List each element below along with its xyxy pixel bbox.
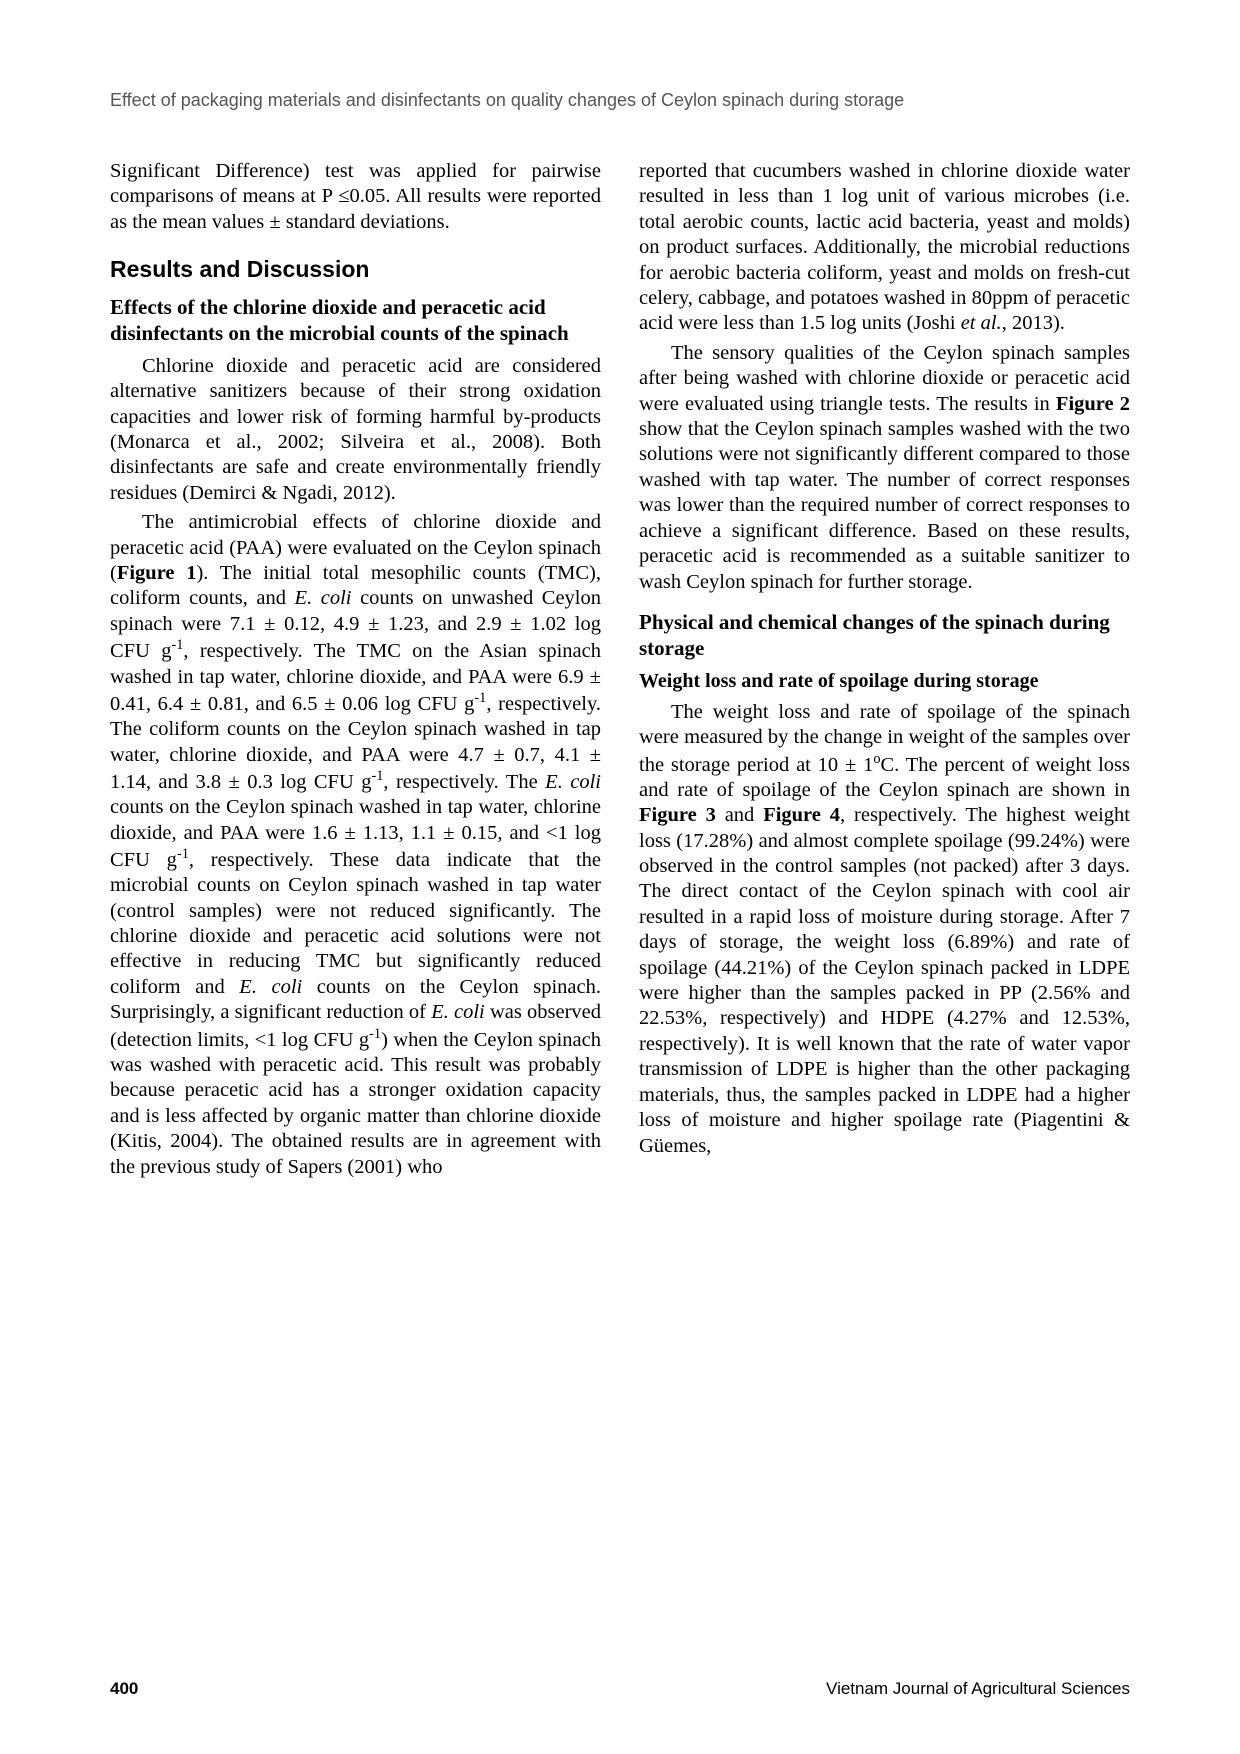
left-column: Significant Difference) test was applied…	[110, 159, 601, 1184]
subsection-heading: Effects of the chlorine dioxide and pera…	[110, 294, 601, 346]
running-header: Effect of packaging materials and disinf…	[110, 90, 1130, 111]
page-number: 400	[110, 1679, 138, 1699]
journal-name: Vietnam Journal of Agricultural Sciences	[826, 1679, 1130, 1699]
paragraph: Significant Difference) test was applied…	[110, 159, 601, 235]
paragraph: The sensory qualities of the Ceylon spin…	[639, 341, 1130, 595]
two-column-layout: Significant Difference) test was applied…	[110, 159, 1130, 1184]
section-heading-results: Results and Discussion	[110, 255, 601, 284]
paragraph: reported that cucumbers washed in chlori…	[639, 159, 1130, 337]
paragraph: The antimicrobial effects of chlorine di…	[110, 510, 601, 1180]
right-column: reported that cucumbers washed in chlori…	[639, 159, 1130, 1184]
subsubsection-heading: Weight loss and rate of spoilage during …	[639, 669, 1130, 694]
subsection-heading: Physical and chemical changes of the spi…	[639, 609, 1130, 661]
page-footer: 400 Vietnam Journal of Agricultural Scie…	[110, 1679, 1130, 1699]
paragraph: Chlorine dioxide and peracetic acid are …	[110, 354, 601, 506]
paragraph: The weight loss and rate of spoilage of …	[639, 700, 1130, 1159]
